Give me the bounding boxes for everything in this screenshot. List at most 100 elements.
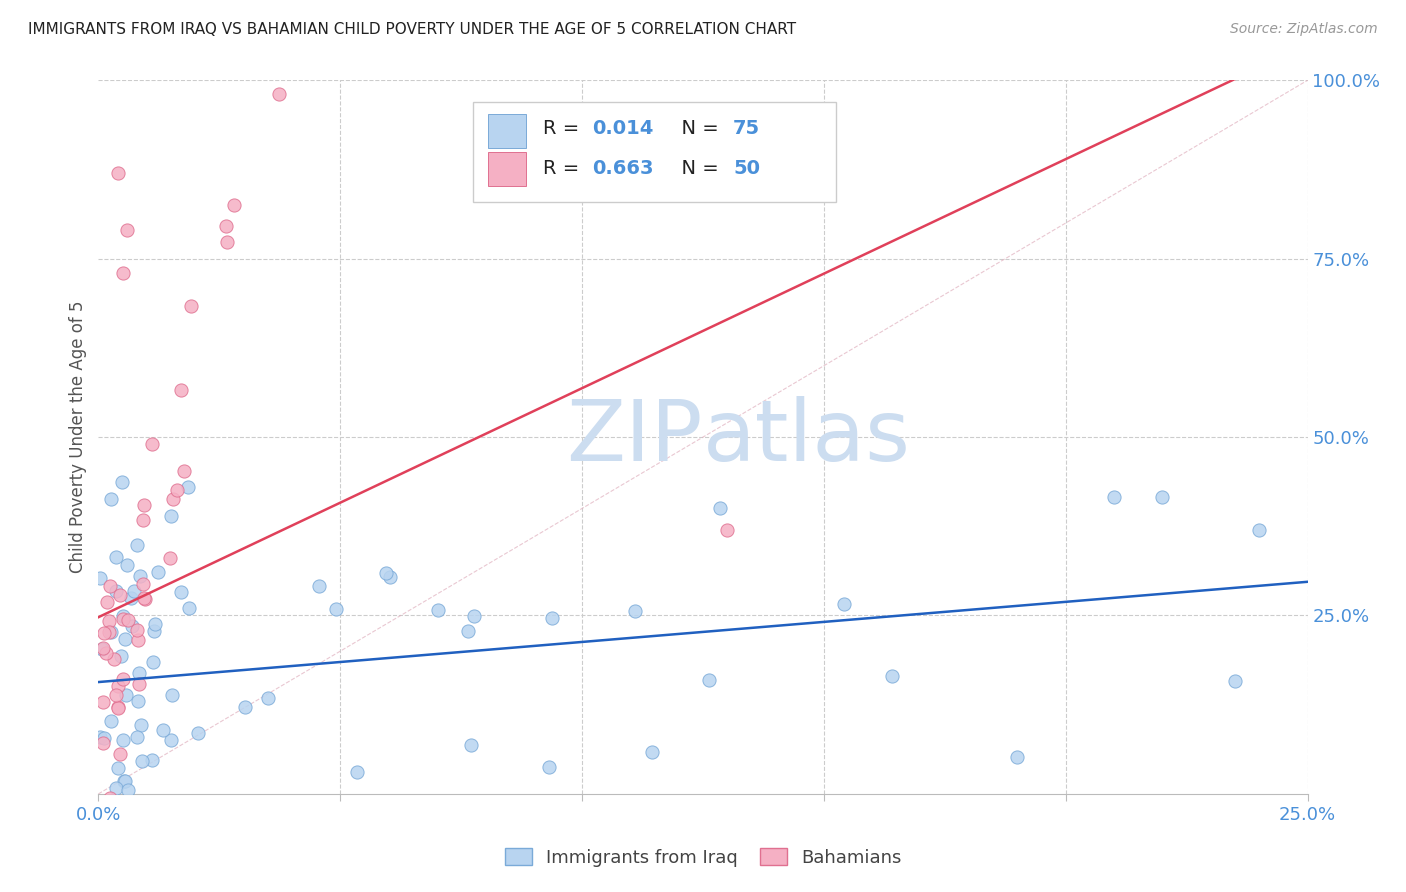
Point [131,754,153,768]
Point [114,632,136,646]
Point [257,691,280,706]
Point [697,673,720,687]
Text: 0.014: 0.014 [592,120,654,138]
Point [89,571,111,585]
Point [832,598,855,612]
Point [143,617,166,632]
Point [122,584,145,599]
Point [129,569,152,583]
Point [105,584,128,599]
Point [127,693,149,707]
Point [105,550,128,565]
Point [160,508,183,523]
Point [117,223,139,237]
Point [187,726,209,740]
Point [325,601,347,615]
Point [215,219,238,234]
Point [134,592,156,607]
Point [142,624,165,638]
Text: ZIP: ZIP [567,395,703,479]
Point [378,570,401,584]
Point [107,166,129,180]
Point [105,688,128,702]
Point [101,794,124,808]
Point [540,611,562,625]
Text: R =: R = [543,120,586,138]
Point [112,672,135,686]
Point [97,625,120,640]
Point [132,804,155,818]
Point [100,625,122,640]
Point [1007,750,1029,764]
Point [269,87,291,102]
Point [159,551,181,566]
Point [716,523,738,537]
Point [127,633,149,648]
Text: 75: 75 [734,120,761,138]
Point [108,747,131,762]
Point [882,669,904,683]
Point [224,198,246,212]
Point [457,624,479,639]
Point [180,299,202,313]
Point [132,513,155,527]
Point [93,625,115,640]
FancyBboxPatch shape [474,102,837,202]
Point [107,699,129,714]
FancyBboxPatch shape [488,152,526,186]
Point [111,612,134,626]
Point [91,640,114,655]
Point [107,679,129,693]
Point [120,591,142,605]
Point [90,814,112,828]
Point [463,609,485,624]
Point [110,648,132,663]
Point [640,745,662,759]
Point [128,677,150,691]
Point [100,714,122,729]
Point [91,642,114,657]
Text: 0.663: 0.663 [592,159,654,178]
Point [141,752,163,766]
Point [117,783,139,797]
Point [159,733,181,747]
Point [426,602,449,616]
Point [91,695,114,709]
Point [103,652,125,666]
Point [98,790,121,805]
Point [1102,490,1125,504]
Point [110,588,132,602]
Point [1223,673,1246,688]
Point [117,613,139,627]
Point [537,760,560,774]
Point [91,809,114,823]
Point [100,822,122,837]
Point [114,773,136,788]
Point [166,483,188,497]
Point [93,731,115,746]
Point [460,738,482,752]
Point [91,822,114,837]
Point [107,823,129,838]
Point [115,688,138,702]
Text: R =: R = [543,159,586,178]
Point [201,805,224,820]
Point [89,730,111,744]
Point [346,765,368,780]
Text: IMMIGRANTS FROM IRAQ VS BAHAMIAN CHILD POVERTY UNDER THE AGE OF 5 CORRELATION CH: IMMIGRANTS FROM IRAQ VS BAHAMIAN CHILD P… [28,22,796,37]
Text: 50: 50 [734,159,761,178]
Point [91,822,114,837]
Point [107,761,129,775]
Point [104,794,127,808]
Point [111,266,134,280]
Point [111,609,134,624]
Text: atlas: atlas [703,395,911,479]
Point [142,655,165,669]
Text: Source: ZipAtlas.com: Source: ZipAtlas.com [1230,22,1378,37]
Point [128,666,150,681]
Legend: Immigrants from Iraq, Bahamians: Immigrants from Iraq, Bahamians [498,841,908,874]
Point [111,733,134,747]
Text: N =: N = [669,120,725,138]
Point [104,780,127,795]
Point [94,646,117,660]
